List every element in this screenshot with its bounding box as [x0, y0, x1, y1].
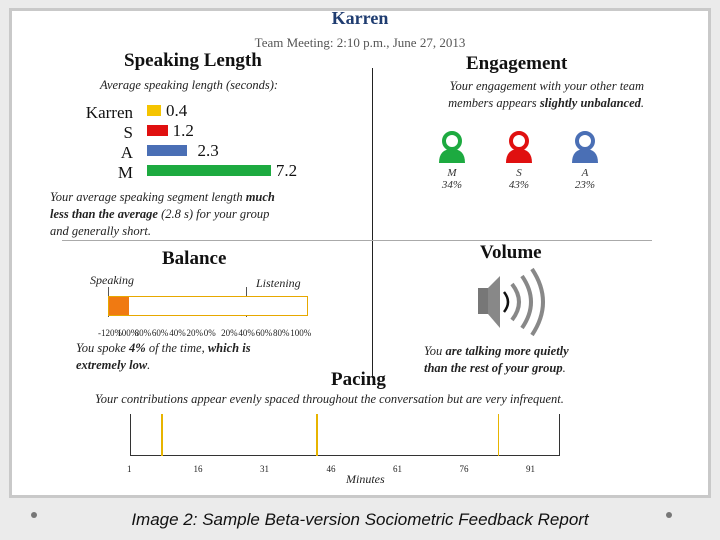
minutes-label: Minutes: [346, 472, 385, 486]
balance-tick-label: 80%: [134, 328, 152, 338]
speaking-length-title: Speaking Length: [124, 50, 262, 71]
report-frame: [9, 8, 711, 498]
volume-note: You are talking more quietly than the re…: [424, 343, 569, 377]
note-bold: which is: [207, 341, 251, 355]
speaking-label: Speaking: [90, 273, 134, 287]
person-icon: [572, 131, 598, 163]
engagement-title: Engagement: [466, 53, 568, 74]
pacing-tick-label: 16: [193, 464, 203, 474]
bullet-dot: [666, 512, 672, 518]
horizontal-divider: [62, 240, 652, 241]
listening-label: Listening: [256, 276, 301, 290]
note-text: members appears: [448, 96, 540, 110]
speaking-length-bar: [147, 125, 168, 136]
balance-tick-label: 60%: [255, 328, 273, 338]
pacing-tick-label: 61: [392, 464, 402, 474]
balance-tick-label: 20%: [221, 328, 238, 338]
speaker-label: S: [123, 123, 133, 142]
pacing-tick-label: 46: [326, 464, 336, 474]
person-initial: S: [516, 167, 522, 179]
note-bold: much: [245, 190, 275, 204]
speaking-length-bar: [147, 165, 271, 176]
speaking-length-bar: [147, 105, 161, 116]
note-text: Your average speaking segment length: [50, 190, 246, 204]
note-bold: less than the average: [50, 207, 158, 221]
pacing-note: Your contributions appear evenly spaced …: [95, 392, 564, 406]
note-text: Your engagement with your other team: [449, 79, 644, 93]
note-bold: are talking more quietly: [445, 344, 569, 358]
note-text: (2.8 s) for your group: [157, 207, 270, 221]
note-bold: than the rest of your group: [424, 361, 563, 375]
note-bold: 4%: [129, 341, 146, 355]
contribution-mark: [497, 414, 500, 456]
person-percent: 34%: [441, 179, 463, 191]
speaking-fill: [109, 297, 129, 315]
balance-note: You spoke 4% of the time, which is extre…: [76, 340, 251, 374]
volume-title: Volume: [480, 242, 542, 263]
engagement-note: Your engagement with your other team mem…: [408, 78, 644, 112]
speaker-label: Karren: [85, 103, 133, 122]
balance-tick-label: 40%: [169, 328, 186, 338]
pacing-tick-label: 1: [127, 464, 132, 474]
speaking-length-subtitle: Average speaking length (seconds):: [100, 78, 279, 92]
engagement-share: M 34%: [432, 167, 472, 191]
note-text: .: [147, 358, 151, 372]
balance-tick-label: 40%: [238, 328, 255, 338]
pacing-tick-label: 76: [459, 464, 469, 474]
figure-caption: Image 2: Sample Beta-version Sociometric…: [131, 510, 589, 529]
speaker-volume-icon: [478, 267, 545, 337]
contribution-mark: [161, 414, 163, 456]
speaking-length-value: 2.3: [197, 141, 219, 160]
engagement-share: A 23%: [565, 167, 605, 191]
meeting-info: Team Meeting: 2:10 p.m., June 27, 2013: [254, 35, 466, 50]
pacing-timeline: [130, 414, 560, 456]
speaking-length-value: 1.2: [172, 121, 194, 140]
vertical-divider: [372, 68, 373, 378]
balance-tick-label: 60%: [151, 328, 169, 338]
balance-tick-label: 80%: [273, 328, 290, 338]
speaker-label: A: [120, 143, 133, 162]
note-text: .: [562, 361, 566, 375]
balance-bar: [108, 296, 308, 316]
note-text: and generally short.: [50, 224, 152, 238]
speaking-length-note: Your average speaking segment length muc…: [50, 189, 275, 240]
balance-tick-label: 100%: [117, 328, 139, 338]
speaker-label: M: [117, 163, 133, 182]
balance-title: Balance: [162, 248, 227, 269]
person-initial: A: [581, 167, 589, 179]
person-icon: [439, 131, 465, 163]
engagement-share: S 43%: [499, 167, 539, 191]
speaking-length-value: 0.4: [166, 101, 188, 120]
pacing-tick-label: 31: [259, 464, 269, 474]
person-percent: 23%: [574, 179, 596, 191]
balance-tick-label: 20%: [186, 328, 204, 338]
note-text: .: [640, 96, 644, 110]
balance-tick-label: 0%: [203, 328, 216, 338]
note-bold: slightly unbalanced: [539, 96, 641, 110]
speaking-length-value: 7.2: [275, 161, 298, 180]
person-initial: M: [447, 167, 457, 179]
person-icon: [506, 131, 532, 163]
participant-name: Karren: [331, 8, 389, 28]
balance-tick-label: 100%: [290, 328, 312, 338]
balance-tick-label: -120%: [98, 328, 122, 338]
pacing-tick-label: 91: [525, 464, 535, 474]
pacing-title: Pacing: [331, 369, 386, 390]
note-bold: extremely low: [76, 358, 148, 372]
note-text: of the time,: [145, 341, 208, 355]
contribution-mark: [316, 414, 318, 456]
note-text: You spoke: [76, 341, 130, 355]
bullet-dot: [31, 512, 37, 518]
speaking-length-bar: [147, 145, 187, 156]
person-percent: 43%: [508, 179, 530, 191]
note-text: You: [424, 344, 446, 358]
